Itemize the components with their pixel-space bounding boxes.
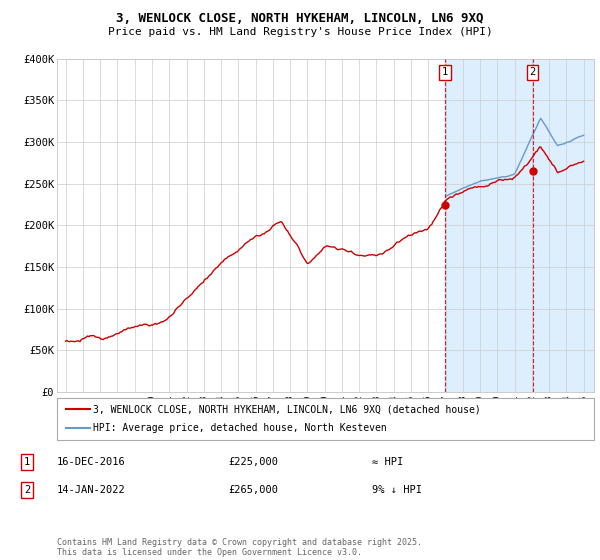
Text: 1: 1	[24, 457, 30, 467]
Text: 14-JAN-2022: 14-JAN-2022	[57, 485, 126, 495]
Text: 1: 1	[442, 67, 448, 77]
Text: HPI: Average price, detached house, North Kesteven: HPI: Average price, detached house, Nort…	[93, 423, 387, 433]
Text: 9% ↓ HPI: 9% ↓ HPI	[372, 485, 422, 495]
Text: 3, WENLOCK CLOSE, NORTH HYKEHAM, LINCOLN, LN6 9XQ: 3, WENLOCK CLOSE, NORTH HYKEHAM, LINCOLN…	[116, 12, 484, 25]
Text: 16-DEC-2016: 16-DEC-2016	[57, 457, 126, 467]
Text: £265,000: £265,000	[228, 485, 278, 495]
Text: Contains HM Land Registry data © Crown copyright and database right 2025.
This d: Contains HM Land Registry data © Crown c…	[57, 538, 422, 557]
Text: 2: 2	[529, 67, 536, 77]
Text: 2: 2	[24, 485, 30, 495]
Text: 3, WENLOCK CLOSE, NORTH HYKEHAM, LINCOLN, LN6 9XQ (detached house): 3, WENLOCK CLOSE, NORTH HYKEHAM, LINCOLN…	[93, 404, 481, 414]
Text: ≈ HPI: ≈ HPI	[372, 457, 403, 467]
Text: £225,000: £225,000	[228, 457, 278, 467]
Text: Price paid vs. HM Land Registry's House Price Index (HPI): Price paid vs. HM Land Registry's House …	[107, 27, 493, 37]
Bar	[445, 59, 594, 392]
